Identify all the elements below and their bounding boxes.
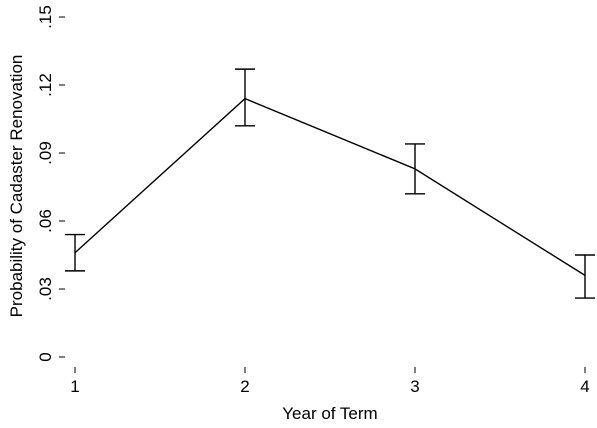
x-tick-label: 2 <box>240 377 249 396</box>
y-tick-label: .09 <box>36 141 55 165</box>
x-tick-label: 1 <box>70 377 79 396</box>
y-tick-label: .03 <box>36 277 55 301</box>
error-bar <box>575 254 595 299</box>
series-line <box>74 97 586 276</box>
error-bar <box>405 143 425 195</box>
plot-area <box>65 68 595 299</box>
y-tick-label: .12 <box>36 73 55 97</box>
x-tick-label: 3 <box>410 377 419 396</box>
y-tick-label: 0 <box>36 352 55 361</box>
y-axis: 0 .03 .06 .09 .12 .15 <box>36 5 65 362</box>
x-axis: 1 2 3 4 <box>70 367 590 396</box>
x-axis-label: Year of Term <box>282 404 377 423</box>
y-axis-label: Probability of Cadaster Renovation <box>7 55 26 318</box>
error-bar <box>235 68 255 127</box>
error-bar <box>65 233 85 272</box>
y-tick-label: .15 <box>36 5 55 29</box>
y-tick-label: .06 <box>36 209 55 233</box>
x-tick-label: 4 <box>580 377 589 396</box>
